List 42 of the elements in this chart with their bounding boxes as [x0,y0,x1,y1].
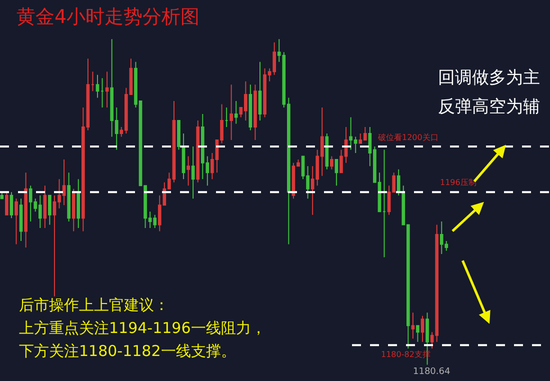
candlestick [382,149,386,258]
candlestick [182,133,186,180]
candlestick [396,168,400,196]
candlestick [191,146,195,200]
candlestick [72,188,76,232]
candlestick [96,74,100,98]
candlestick [258,61,262,121]
candlestick [10,192,14,219]
candlestick [67,172,70,222]
candlestick [196,120,200,183]
candlestick [105,71,109,108]
annotation: 上方重点关注1194-1196一线阻力， [19,319,266,337]
chart-title: 黄金4小时走势分析图 [16,6,200,28]
candlestick [0,192,4,200]
candlestick [330,156,334,170]
candlestick [234,100,238,124]
candlestick [254,84,257,141]
ref-line-label: 破位看1200关口 [377,133,438,142]
candlestick [411,312,415,340]
candlestick [416,325,420,342]
candlestick [14,198,18,245]
candlestick [76,178,80,228]
candlestick [186,156,190,186]
annotation: 后市操作上上官建议： [19,296,169,314]
candlestick [5,192,8,216]
annotation: 下方关注1180-1182一线支撑。 [19,342,236,360]
candlestick [43,185,47,228]
candlestick [224,106,228,128]
annotation: 回调做多为主 [438,68,540,88]
candlestick [334,159,338,186]
candlestick [230,84,233,141]
annotation: 反弹高空为辅 [438,97,540,117]
candlestick [19,198,23,242]
candlestick [248,84,252,131]
candlestick [100,78,104,108]
candlestick [91,71,94,92]
candlestick [177,120,180,150]
candlestick [325,133,329,170]
candlestick [420,315,424,342]
candlestick [24,172,28,248]
text: 1180.64 [413,367,450,377]
candlestick [48,194,52,226]
